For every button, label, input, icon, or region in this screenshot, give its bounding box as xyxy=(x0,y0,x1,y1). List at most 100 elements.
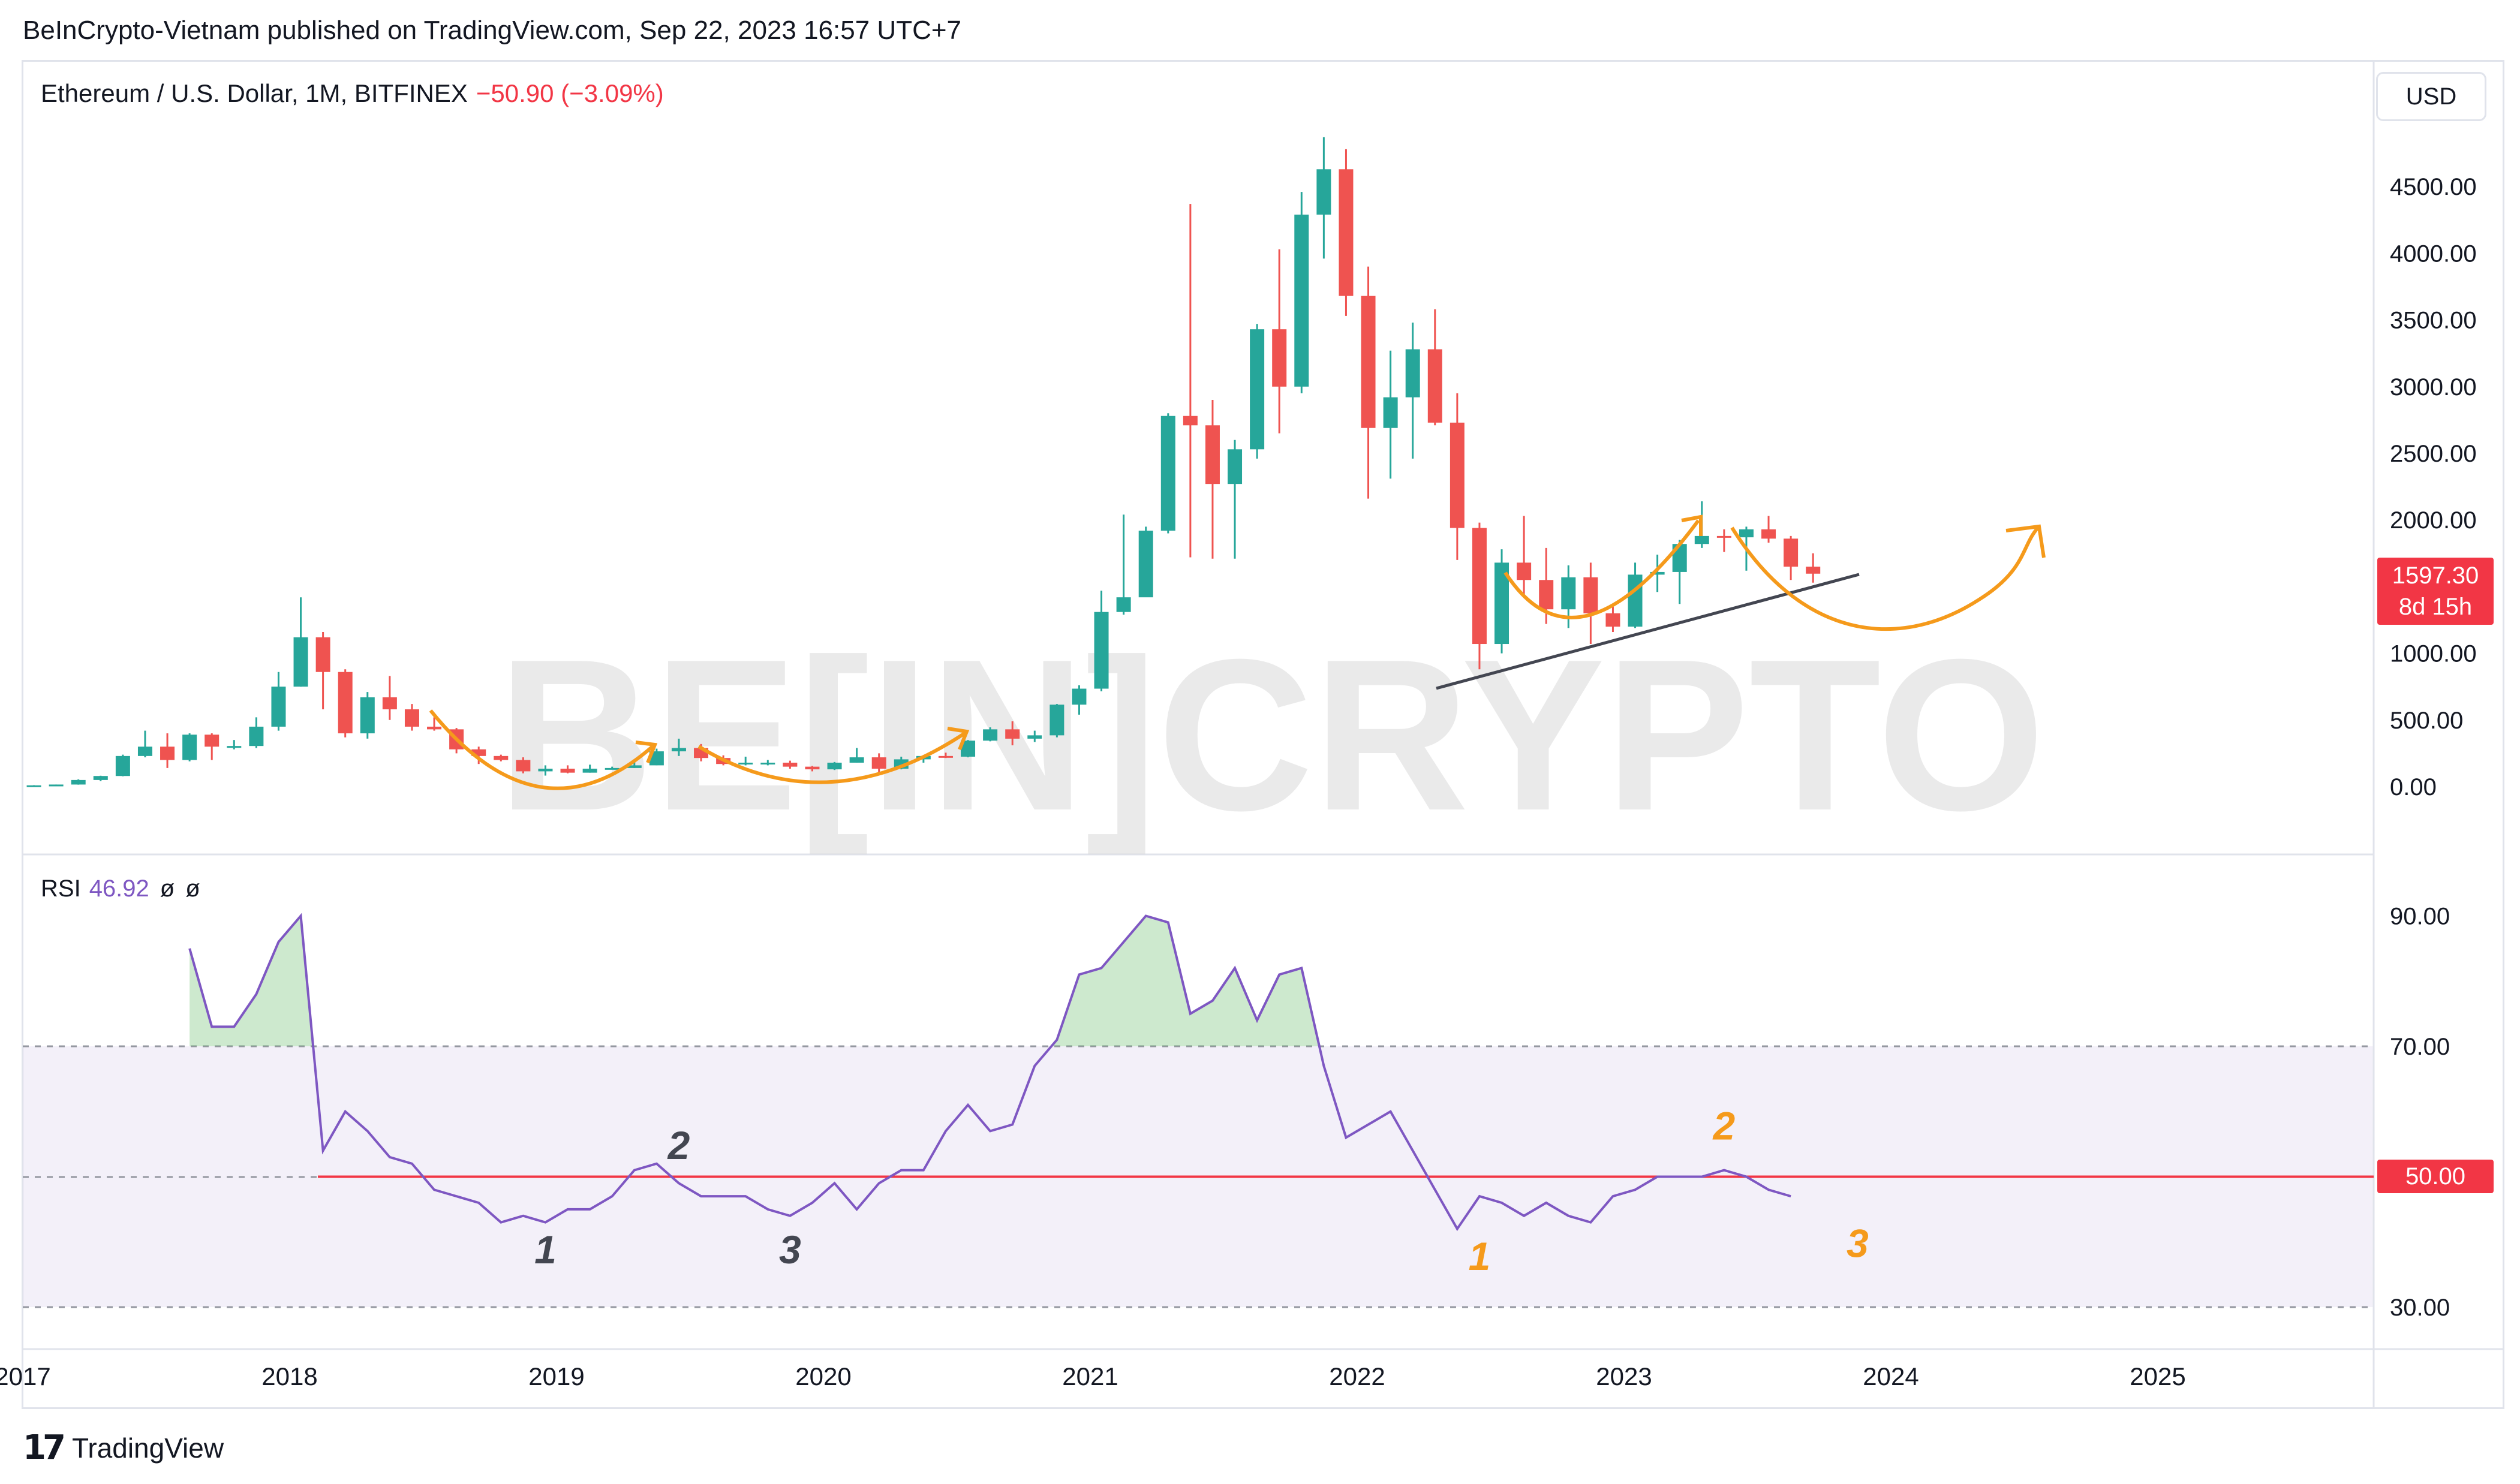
candle-2021-02 xyxy=(1116,514,1131,615)
candle-2019-10 xyxy=(760,760,775,766)
price-axis-label: 1000.00 xyxy=(2390,641,2477,667)
candle-body xyxy=(560,768,575,773)
candle-2021-06 xyxy=(1205,400,1220,559)
candle-body xyxy=(1160,416,1175,531)
price-axis-label: 4500.00 xyxy=(2390,174,2477,200)
candle-body xyxy=(1316,169,1331,215)
candle-body xyxy=(1027,735,1042,739)
rsi-legend[interactable]: RSI 46.92 ø ø xyxy=(41,875,200,902)
orange-arc-2022 xyxy=(1503,519,1700,619)
orange-arc-2018 xyxy=(429,709,654,790)
candle-body xyxy=(671,748,686,752)
candle-2017-10 xyxy=(227,740,242,749)
candle-2020-10 xyxy=(1027,730,1042,742)
candle-2019-05 xyxy=(649,748,664,766)
candle-2022-01 xyxy=(1361,266,1376,499)
candle-body xyxy=(1628,574,1643,627)
price-axis-label: 3000.00 xyxy=(2390,374,2477,401)
candle-body xyxy=(227,746,242,748)
candle-body xyxy=(1739,529,1754,538)
candle-2021-12 xyxy=(1339,149,1354,316)
candle-body xyxy=(249,726,264,746)
candle-body xyxy=(1583,577,1598,613)
candle-body xyxy=(827,762,842,770)
rsi-axis-label: 90.00 xyxy=(2390,904,2450,930)
candle-2023-07 xyxy=(1761,516,1776,543)
candle-2017-06 xyxy=(137,730,152,758)
candle-body xyxy=(427,726,442,730)
rsi-overbought-fill xyxy=(1051,916,1319,1046)
candle-body xyxy=(1561,577,1576,610)
candle-body xyxy=(471,749,486,756)
candle-2018-11 xyxy=(516,757,531,773)
candle-2018-09 xyxy=(471,746,486,764)
candle-body xyxy=(1472,528,1487,645)
candle-2021-08 xyxy=(1250,324,1265,459)
candle-2020-03 xyxy=(871,753,886,775)
candle-2020-11 xyxy=(1050,704,1064,738)
candle-2017-04 xyxy=(93,775,108,781)
rsi-axis-label: 30.00 xyxy=(2390,1295,2450,1321)
candle-2019-12 xyxy=(805,766,820,772)
candle-body xyxy=(404,709,419,727)
candle-body xyxy=(871,757,886,769)
rsi-count-label: 3 xyxy=(1847,1221,1869,1265)
time-axis-label: 2020 xyxy=(795,1362,851,1390)
candle-body xyxy=(1050,705,1064,736)
candle-body xyxy=(1361,296,1376,428)
candle-body xyxy=(1650,571,1665,575)
candle-2021-11 xyxy=(1316,137,1331,259)
candle-body xyxy=(1605,613,1620,627)
candle-2019-06 xyxy=(671,738,686,756)
candle-body xyxy=(93,776,108,780)
candle-2022-12 xyxy=(1605,606,1620,633)
orange-arrowhead-2019 xyxy=(947,727,970,751)
candle-body xyxy=(382,697,397,710)
candle-2023-05 xyxy=(1716,529,1731,552)
candle-2017-11 xyxy=(249,717,264,748)
candle-2020-08 xyxy=(983,727,998,742)
candle-body xyxy=(1294,214,1309,387)
candle-2018-01 xyxy=(293,597,308,687)
candle-2018-05 xyxy=(382,676,397,720)
candle-2019-03 xyxy=(605,766,620,770)
rsi-value: 46.92 xyxy=(89,875,149,902)
publish-header: BeInCrypto-Vietnam published on TradingV… xyxy=(23,16,962,45)
candle-2017-01 xyxy=(26,785,41,787)
candle-2022-07 xyxy=(1494,549,1509,654)
candle-2022-03 xyxy=(1405,323,1420,459)
candle-2018-02 xyxy=(315,632,330,710)
candle-body xyxy=(71,779,86,785)
candle-2017-07 xyxy=(160,733,175,768)
candle-2017-08 xyxy=(182,733,197,761)
symbol-legend[interactable]: Ethereum / U.S. Dollar, 1M, BITFINEX −50.… xyxy=(41,79,664,108)
candle-2018-12 xyxy=(538,765,553,776)
rsi-axis-label: 70.00 xyxy=(2390,1034,2450,1060)
time-axis-label: 2018 xyxy=(261,1362,317,1390)
candle-body xyxy=(983,729,998,741)
candle-body xyxy=(1072,688,1087,705)
currency-button[interactable]: USD xyxy=(2376,72,2486,121)
candle-body xyxy=(516,760,531,772)
candle-body xyxy=(1138,530,1153,598)
time-axis-label: 2022 xyxy=(1329,1362,1385,1390)
candle-2023-08 xyxy=(1784,535,1799,580)
candle-body xyxy=(538,768,553,772)
candle-body xyxy=(1539,580,1554,610)
candle-body xyxy=(293,637,308,687)
candle-body xyxy=(160,746,175,760)
candle-body xyxy=(1405,349,1420,398)
candle-2018-04 xyxy=(360,692,375,739)
rsi-count-label: 3 xyxy=(779,1227,801,1272)
candle-2017-03 xyxy=(71,779,86,785)
time-axis-label: 2021 xyxy=(1062,1362,1118,1390)
time-axis-label: 2024 xyxy=(1863,1362,1918,1390)
candle-body xyxy=(1450,422,1465,528)
orange-arrowhead-2022 xyxy=(1681,514,1703,536)
candle-body xyxy=(1427,349,1442,423)
tradingview-footer[interactable]: 17 TradingView xyxy=(23,1428,224,1467)
rsi-midline-tag: 50.00 xyxy=(2377,1160,2494,1193)
candle-2022-02 xyxy=(1383,350,1398,479)
candle-2019-02 xyxy=(582,764,597,773)
